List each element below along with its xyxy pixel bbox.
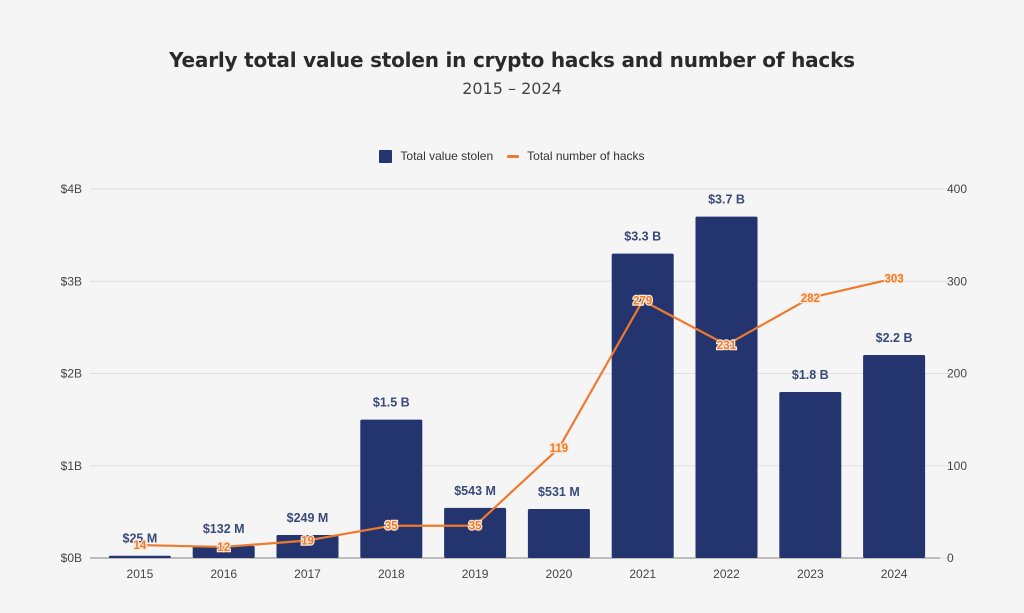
x-tick-label: 2022 (713, 567, 740, 581)
x-tick-label: 2020 (546, 567, 573, 581)
bar-2020 (527, 509, 590, 558)
line-number-of-hacks (139, 277, 895, 549)
bar-data-label: $543 M (454, 484, 496, 498)
x-tick-label: 2021 (629, 567, 656, 581)
x-tick-label: 2024 (881, 567, 908, 581)
bar-data-label: $531 M (538, 485, 580, 499)
legend-item-value-stolen[interactable]: Total value stolen (379, 149, 493, 163)
bar-data-label: $3.7 B (708, 193, 745, 207)
legend-label: Total value stolen (400, 149, 494, 163)
line-data-label: 119 (550, 443, 569, 455)
line-data-label: 279 (633, 296, 652, 308)
x-tick-label: 2015 (127, 567, 154, 581)
legend-label: Total number of hacks (527, 149, 645, 163)
x-tick-label: 2023 (797, 567, 824, 581)
line-data-label: 303 (885, 273, 904, 285)
y-left-tick-label: $1B (61, 459, 82, 473)
y-right-tick-label: 0 (947, 551, 954, 565)
bar-2018 (360, 419, 423, 558)
y-left-tick-label: $4B (61, 182, 82, 196)
x-tick-label: 2016 (210, 567, 237, 581)
x-tick-label: 2019 (462, 567, 489, 581)
bar-2015 (108, 555, 171, 558)
line-data-label: 14 (134, 540, 147, 552)
line-data-label: 35 (385, 521, 398, 533)
y-left-tick-label: $3B (61, 274, 82, 288)
bar-2019 (444, 507, 507, 558)
bar-data-label: $2.2 B (876, 331, 913, 345)
bar-data-label: $3.3 B (624, 230, 661, 244)
line-data-label: 19 (301, 535, 314, 547)
chart-title: Yearly total value stolen in crypto hack… (169, 48, 855, 72)
bar-data-label: $1.8 B (792, 368, 829, 382)
bar-2016 (192, 545, 255, 558)
legend-item-number-of-hacks[interactable]: Total number of hacks (507, 149, 645, 163)
y-right-tick-label: 300 (947, 274, 967, 288)
bar-data-label: $132 M (203, 522, 245, 536)
line-data-label: 12 (217, 542, 230, 554)
line-data-label: 282 (801, 293, 820, 305)
line-data-label: 35 (469, 521, 482, 533)
y-right-tick-label: 100 (947, 459, 967, 473)
bar-data-label: $249 M (287, 511, 329, 525)
line-data-label: 231 (717, 340, 737, 352)
y-left-tick-label: $2B (61, 367, 82, 381)
y-left-tick-label: $0B (61, 551, 82, 565)
bar-2023 (779, 391, 842, 558)
y-right-tick-label: 400 (947, 182, 967, 196)
bar-2022 (695, 216, 758, 559)
bar-data-label: $1.5 B (373, 396, 410, 410)
bar-data-label: $25 M (123, 532, 158, 546)
legend: Total value stolen Total number of hacks (0, 149, 1024, 163)
x-tick-label: 2017 (294, 567, 321, 581)
x-tick-label: 2018 (378, 567, 405, 581)
legend-swatch-bar (379, 149, 393, 163)
bar-2024 (863, 355, 926, 558)
chart-subtitle: 2015 – 2024 (462, 79, 562, 98)
legend-swatch-line (507, 154, 520, 158)
y-right-tick-label: 200 (947, 367, 967, 381)
